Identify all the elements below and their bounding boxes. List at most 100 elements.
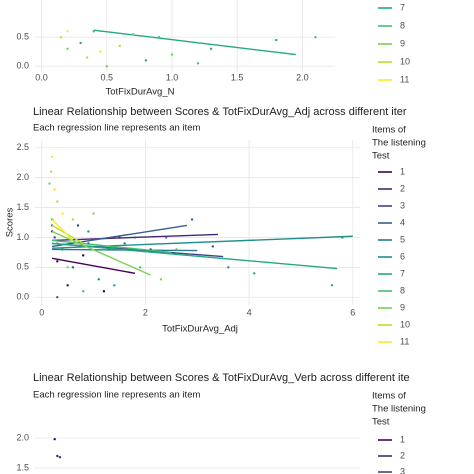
data-point	[209, 47, 213, 50]
data-point	[61, 212, 64, 215]
data-point	[66, 47, 69, 50]
legend-label: 7	[400, 268, 405, 278]
x-tick-label: 0	[39, 307, 44, 317]
data-point	[66, 266, 69, 269]
data-point	[159, 278, 163, 281]
regression-line	[52, 235, 353, 249]
data-point	[99, 50, 102, 53]
data-point	[157, 35, 161, 39]
legend-label: 9	[400, 302, 405, 312]
y-tick-label: 2.0	[16, 432, 29, 442]
chart-title: Linear Relationship between Scores & Tot…	[33, 372, 410, 384]
data-point	[53, 236, 56, 239]
data-point	[76, 224, 80, 227]
data-point	[330, 284, 334, 287]
legend-label: 5	[400, 234, 405, 244]
data-point	[56, 260, 59, 263]
data-point	[170, 53, 174, 56]
data-point	[71, 218, 75, 221]
legend-label: 1	[400, 166, 405, 176]
data-point	[275, 38, 278, 42]
legend-label: 3	[400, 200, 405, 210]
legend-title: The listening	[372, 138, 426, 149]
y-tick-label: 0.0	[16, 292, 29, 302]
data-point	[53, 188, 56, 191]
data-point	[133, 236, 137, 239]
x-tick-label: 0.5	[100, 72, 113, 82]
x-tick-label: 6	[350, 307, 355, 317]
legend-label: 7	[400, 2, 405, 12]
data-point	[123, 242, 126, 245]
legend-title: Test	[372, 151, 390, 162]
y-tick-label: 0.0	[16, 61, 29, 71]
data-point	[139, 266, 142, 269]
legend-label: 4	[400, 217, 405, 227]
legend-label: 8	[400, 285, 405, 295]
legend-label: 6	[400, 251, 405, 261]
legend-label: 10	[400, 56, 410, 66]
data-point	[87, 230, 90, 233]
legend-label: 1	[400, 434, 405, 444]
data-point	[50, 155, 54, 158]
data-point	[79, 41, 82, 45]
chart-panel: 0.0 0.5 0.0 0.5 1.0 1.5 2.0 TotFixDurAvg_N 7 8 9 10…	[16, 0, 410, 98]
x-tick-label: 0.0	[35, 72, 48, 82]
data-point	[49, 170, 53, 173]
data-point	[102, 290, 106, 293]
chart-title: Linear Relationship between Scores & Tot…	[33, 106, 407, 118]
x-axis-label: TotFixDurAvg_Adj	[162, 324, 238, 335]
data-point	[211, 245, 214, 248]
y-tick-label: 1.5	[16, 462, 29, 472]
x-tick-label: 4	[247, 307, 252, 317]
data-point	[314, 35, 317, 39]
x-tick-label: 2.0	[296, 72, 309, 82]
y-tick-label: 1.0	[16, 232, 29, 242]
data-point	[253, 272, 256, 275]
data-point	[131, 33, 135, 36]
data-point	[48, 182, 51, 185]
legend-title: Items of	[372, 125, 406, 136]
x-tick-label: 1.0	[166, 72, 179, 82]
y-tick-label: 2.0	[16, 172, 29, 182]
data-point	[53, 438, 56, 441]
data-point	[175, 248, 178, 251]
x-tick-label: 1.5	[231, 72, 244, 82]
data-point	[66, 284, 69, 287]
regression-line	[93, 29, 296, 56]
data-point	[92, 30, 95, 33]
regression-line	[51, 257, 136, 275]
data-point	[56, 200, 59, 203]
y-axis-label: Scores	[5, 207, 16, 237]
data-point	[196, 62, 200, 65]
data-point	[56, 296, 59, 299]
data-point	[113, 284, 116, 287]
x-tick-label: 2	[143, 307, 148, 317]
data-point	[66, 30, 69, 33]
legend-title: The listening	[372, 404, 426, 415]
legend-label: 2	[400, 183, 405, 193]
y-tick-label: 2.5	[16, 142, 29, 152]
data-point	[97, 278, 100, 281]
x-axis-label: TotFixDurAvg_N	[106, 87, 175, 98]
data-point	[227, 266, 230, 269]
data-point	[82, 290, 85, 293]
legend-label: 2	[400, 450, 405, 460]
chart-panel: Linear Relationship between Scores & Tot…	[5, 106, 426, 346]
legend-label: 9	[400, 38, 405, 48]
data-point	[105, 64, 108, 68]
legend-label: 10	[400, 319, 410, 329]
y-tick-label: 0.5	[16, 32, 29, 42]
legend-label: 11	[400, 74, 409, 84]
legend-label: 11	[400, 336, 409, 346]
data-point	[118, 44, 121, 48]
data-point	[144, 59, 148, 62]
data-point	[164, 236, 168, 239]
legend-label: 3	[400, 466, 405, 474]
data-point	[82, 254, 85, 257]
data-point	[71, 266, 75, 269]
legend-title: Items of	[372, 391, 406, 402]
y-tick-label: 0.5	[16, 262, 29, 272]
regression-line	[51, 230, 151, 276]
regression-line	[51, 219, 74, 241]
